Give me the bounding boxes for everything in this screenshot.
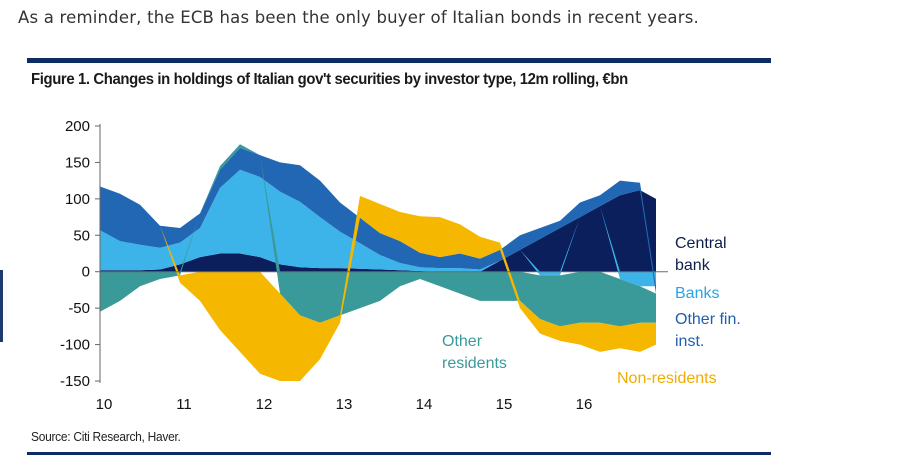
figure-bottom-rule xyxy=(27,452,771,455)
figure-title: Figure 1. Changes in holdings of Italian… xyxy=(31,71,628,88)
x-tick-label: 16 xyxy=(576,396,593,413)
series-label-line: Non-residents xyxy=(617,370,717,387)
series-label-other-residents: Other residents xyxy=(442,333,507,372)
x-tick-label: 10 xyxy=(96,396,113,413)
area-other-residents xyxy=(100,144,656,327)
series-label-line: Banks xyxy=(675,285,719,302)
x-tick-label: 11 xyxy=(176,396,192,413)
edge-accent-bar xyxy=(0,270,3,342)
area-non-residents xyxy=(100,186,656,381)
y-tick-label: 100 xyxy=(65,191,90,208)
y-tick-label: 0 xyxy=(82,264,90,281)
series-label-line: bank xyxy=(675,257,711,274)
x-tick-label: 15 xyxy=(496,396,513,413)
series-label-line: inst. xyxy=(675,333,704,350)
series-label-line: residents xyxy=(442,355,507,372)
series-label-line: Other fin. xyxy=(675,311,741,328)
figure-source: Source: Citi Research, Haver. xyxy=(31,429,181,444)
area-central-bank xyxy=(100,190,656,272)
x-tick-label: 13 xyxy=(336,396,353,413)
y-tick-label: -100 xyxy=(60,337,90,354)
x-tick-label: 14 xyxy=(416,396,433,413)
y-tick-label: 50 xyxy=(73,227,90,244)
area-layer xyxy=(100,144,656,381)
series-label-banks: Banks xyxy=(675,285,719,302)
intro-text: As a reminder, the ECB has been the only… xyxy=(18,8,699,27)
x-tick-label: 12 xyxy=(256,396,273,413)
series-label-line: Central xyxy=(675,235,727,252)
y-tick-label: -150 xyxy=(60,373,90,390)
y-tick-label: 200 xyxy=(65,118,90,135)
series-label-line: Other xyxy=(442,333,483,350)
series-label-central-bank: Central bank xyxy=(675,235,727,274)
figure-top-rule xyxy=(27,58,771,63)
y-tick-label: -50 xyxy=(68,300,90,317)
area-banks xyxy=(100,169,656,287)
series-label-other-fin-inst: Other fin. inst. xyxy=(675,311,741,350)
series-label-non-residents: Non-residents xyxy=(617,370,717,387)
y-tick-label: 150 xyxy=(65,154,90,171)
